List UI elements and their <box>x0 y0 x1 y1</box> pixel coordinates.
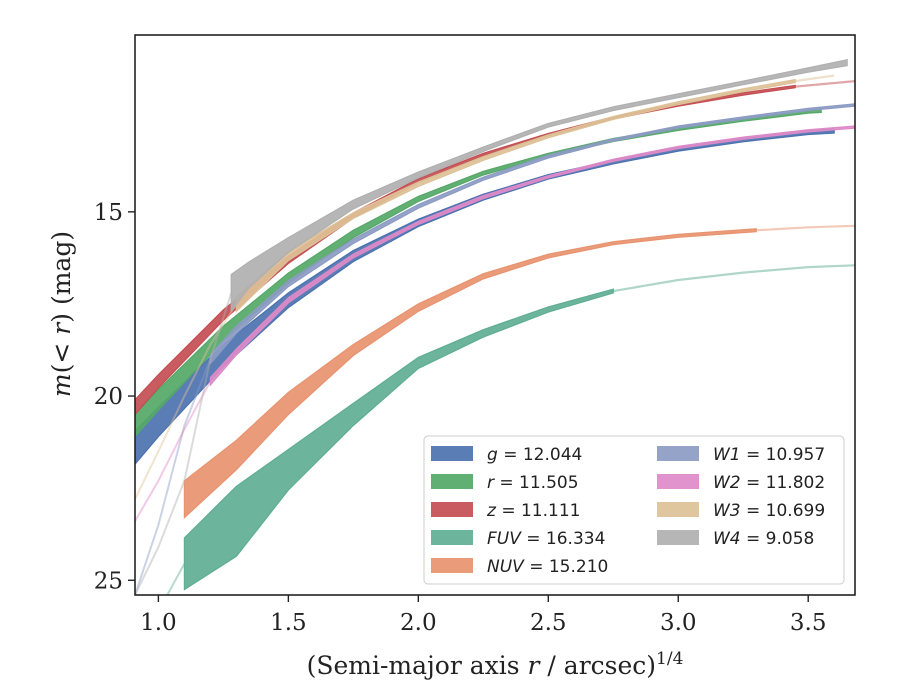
series-w3-band <box>235 78 796 313</box>
legend-item-r: r = 11.505 <box>431 473 579 493</box>
x-tick-label: 3.0 <box>660 610 697 636</box>
legend-item-w3: W3 = 10.699 <box>657 501 825 521</box>
legend-label: g = 12.044 <box>487 445 582 465</box>
x-tick-label: 1.0 <box>140 610 177 636</box>
legend: g = 12.044 r = 11.505 z = 11.111 FUV = 16.3… <box>423 435 845 585</box>
legend-item-z: z = 11.111 <box>431 501 580 521</box>
legend-label: W4 = 9.058 <box>713 529 814 549</box>
legend-swatch <box>431 446 473 461</box>
x-tick-label: 2.0 <box>400 610 437 636</box>
ticks-layer: 1.0 1.5 2.0 2.5 3.0 3.5 15 20 25 <box>94 200 827 636</box>
series-w1 <box>135 103 855 595</box>
legend-label: NUV = 15.210 <box>487 557 608 577</box>
legend-swatch <box>657 446 699 461</box>
legend-label: W2 = 11.802 <box>713 473 825 493</box>
series-nuv <box>183 224 855 519</box>
legend-label: FUV = 16.334 <box>487 529 605 549</box>
series-w2 <box>135 125 855 522</box>
legend-label: W1 = 10.957 <box>713 445 825 465</box>
legend-swatch <box>431 530 473 545</box>
y-axis-label: m(< r) (mag) <box>47 231 76 397</box>
legend-item-g: g = 12.044 <box>431 445 582 465</box>
y-tick-label: 15 <box>94 200 123 226</box>
series-fuv <box>166 264 855 595</box>
series-w2-band <box>209 125 855 387</box>
y-tick-label: 25 <box>94 568 123 594</box>
legend-swatch <box>431 474 473 489</box>
series-nuv-band <box>183 228 757 519</box>
series-layer <box>135 58 855 595</box>
series-w3-faded <box>795 74 835 83</box>
series-z-band <box>135 84 796 416</box>
series-fuv-band <box>183 288 614 591</box>
x-tick-label: 1.5 <box>270 610 307 636</box>
series-w4-tail <box>135 292 233 595</box>
legend-item-nuv: NUV = 15.210 <box>431 557 608 577</box>
legend-label: r = 11.505 <box>487 473 579 493</box>
series-w3-tail <box>135 303 238 500</box>
x-axis-label: (Semi-major axis r / arcsec)1/4 <box>307 649 684 680</box>
x-tick-label: 2.5 <box>530 610 567 636</box>
series-w3 <box>135 74 835 500</box>
series-fuv-tail <box>166 563 186 595</box>
legend-swatch <box>431 558 473 573</box>
series-nuv-faded <box>756 224 855 232</box>
series-z <box>135 80 855 416</box>
plot-frame <box>134 34 856 596</box>
legend-swatch <box>657 474 699 489</box>
legend-swatch <box>657 530 699 545</box>
series-w2-tail <box>135 380 212 522</box>
legend-item-w2: W2 = 11.802 <box>657 473 825 493</box>
series-w1-band <box>209 103 855 366</box>
series-w4-band <box>230 58 848 314</box>
legend-label: z = 11.111 <box>486 501 580 521</box>
legend-item-fuv: FUV = 16.334 <box>431 529 605 549</box>
x-tick-label: 3.5 <box>790 610 827 636</box>
series-z-faded <box>795 80 855 88</box>
series-w1-tail <box>135 358 212 595</box>
legend-item-w4: W4 = 9.058 <box>657 529 814 549</box>
legend-label: W3 = 10.699 <box>713 501 825 521</box>
legend-box <box>423 435 845 585</box>
series-fuv-faded <box>613 264 855 293</box>
legend-swatch <box>431 502 473 517</box>
y-tick-label: 20 <box>94 384 123 410</box>
legend-swatch <box>657 502 699 517</box>
legend-item-w1: W1 = 10.957 <box>657 445 825 465</box>
series-w4 <box>135 58 848 595</box>
